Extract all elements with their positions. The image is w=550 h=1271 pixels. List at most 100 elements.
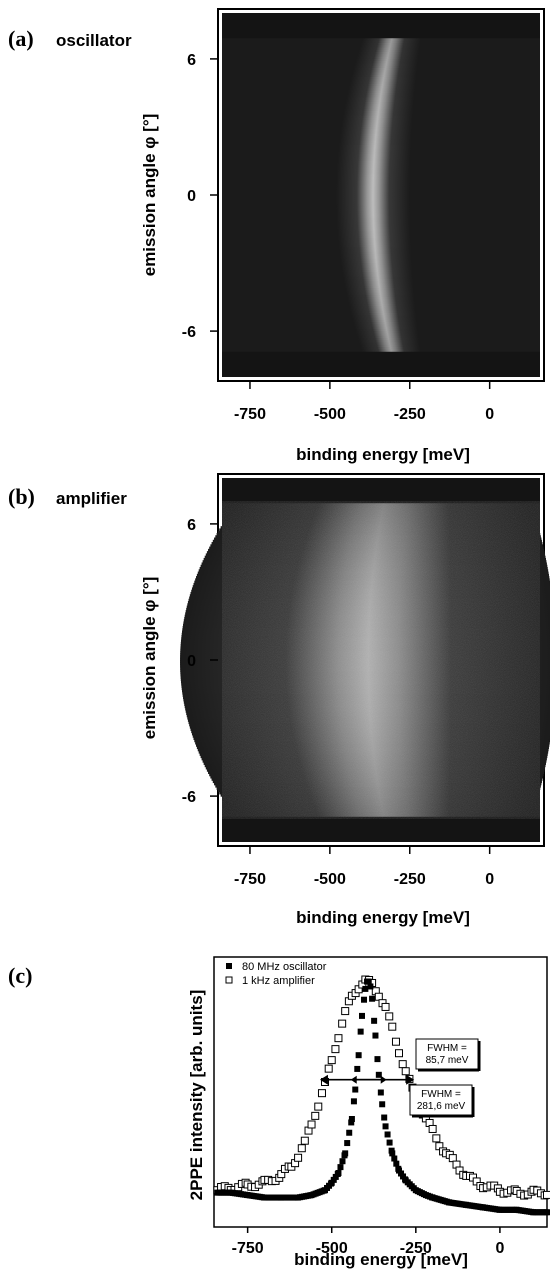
oscillator-point [357, 1028, 364, 1035]
band-slice [362, 38, 421, 42]
band-slice [339, 253, 412, 257]
band-slice [344, 281, 414, 285]
band-slice [350, 81, 416, 85]
band-slice [347, 299, 415, 303]
y-axis-label: 2PPE intensity [arb. units] [187, 990, 206, 1201]
panel-b: (b) amplifier -750 -500 -250 0 6 0 -6 binding … [0, 470, 550, 935]
band-slice [350, 79, 416, 83]
panel-a: (a) oscillator -750 -500 -250 0 6 0 -6 binding… [0, 0, 550, 470]
band-slice [336, 210, 410, 214]
amplifier-point [324, 1064, 333, 1073]
band-slice [337, 158, 411, 162]
y-axis-label: emission angle φ [°] [140, 577, 159, 740]
oscillator-point [393, 1160, 400, 1167]
band-slice [353, 70, 417, 74]
band-slice [338, 151, 411, 155]
band-slice [345, 102, 414, 105]
oscillator-point [384, 1131, 391, 1138]
band-slice [336, 181, 410, 185]
x-tick-label: -500 [314, 871, 346, 888]
band-slice [337, 154, 411, 158]
band-slice [359, 342, 420, 346]
band-slice [360, 45, 420, 49]
band-slice [339, 247, 412, 251]
oscillator-point [371, 1017, 378, 1024]
amplifier-point [543, 1190, 550, 1199]
band-slice [356, 333, 419, 337]
band-slice [355, 328, 418, 332]
x-axis-label: binding energy [meV] [296, 445, 470, 464]
band-slice [339, 140, 412, 144]
panel-letter-c: (c) [8, 963, 33, 988]
band-slice [341, 263, 412, 266]
x-axis-label: binding energy [meV] [294, 1250, 468, 1269]
band-slice [338, 145, 411, 148]
band-slice [336, 174, 411, 178]
oscillator-point [365, 978, 372, 985]
band-slice [336, 188, 410, 192]
band-slice [346, 97, 415, 101]
band-slice [341, 124, 413, 128]
band-slice [336, 183, 410, 187]
band-slice [349, 306, 416, 310]
oscillator-point [342, 1150, 349, 1157]
heatmap-image [222, 13, 540, 377]
axes: -750 -500 -250 0 6 0 -6 [182, 517, 494, 888]
band-slice [344, 283, 414, 287]
band-slice [336, 208, 410, 212]
band-slice [354, 63, 418, 67]
axes: -750 -500 -250 0 6 0 -6 [182, 52, 494, 423]
band-slice [358, 52, 419, 55]
fwhm-amplifier-box [409, 1084, 473, 1116]
fwhm-oscillator-text: FWHM = [427, 1043, 467, 1054]
band-slice [337, 163, 411, 167]
x-tick-label: -750 [232, 1240, 264, 1257]
amplifier-point [448, 1154, 457, 1163]
amplifier-point [334, 1034, 343, 1043]
spectra-line-chart: -750 -500 -250 0 80 MHz oscillator 1 kHz amp… [187, 956, 550, 1269]
band-slice [343, 111, 413, 114]
band-slice [351, 74, 417, 78]
band-slice [358, 340, 420, 344]
band-slice [336, 206, 410, 210]
band-slice [361, 349, 421, 353]
band-slice [346, 292, 415, 296]
band-slice [350, 310, 416, 314]
legend-marker-amplifier [225, 976, 233, 984]
band-slice [347, 90, 415, 94]
panel-letter-a: (a) [8, 26, 34, 51]
band-slice [348, 301, 415, 305]
band-slice [348, 303, 416, 307]
band-slice [343, 276, 413, 280]
band-slice [341, 126, 412, 130]
band-slice [336, 217, 411, 221]
band-slice [336, 179, 410, 182]
y-axis-label: emission angle φ [°] [140, 114, 159, 277]
noise-overlay [222, 501, 540, 819]
band-slice [339, 251, 412, 255]
band-slice [347, 92, 415, 96]
oscillator-point [352, 1086, 359, 1093]
band-slice [346, 294, 415, 298]
top-mask [222, 478, 540, 504]
band-slice [361, 40, 421, 44]
x-tick-label: -250 [394, 871, 426, 888]
oscillator-point [367, 983, 374, 990]
band-slice [341, 265, 413, 269]
bottom-mask [222, 816, 540, 842]
band-slice [361, 43, 421, 46]
band-slice [358, 49, 420, 53]
band-slice [345, 99, 414, 103]
panel-title-oscillator: oscillator [56, 31, 132, 50]
y-tick-label: 6 [187, 52, 196, 69]
band-slice [338, 240, 411, 244]
band-slice [345, 290, 414, 294]
oscillator-point [361, 996, 368, 1003]
amplifier-point [331, 1045, 340, 1054]
band-slice [337, 224, 411, 228]
oscillator-point [346, 1129, 353, 1136]
x-tick-label: -750 [234, 871, 266, 888]
panel-title-amplifier: amplifier [56, 489, 127, 508]
band-slice [340, 256, 412, 260]
band-slice [336, 176, 410, 180]
